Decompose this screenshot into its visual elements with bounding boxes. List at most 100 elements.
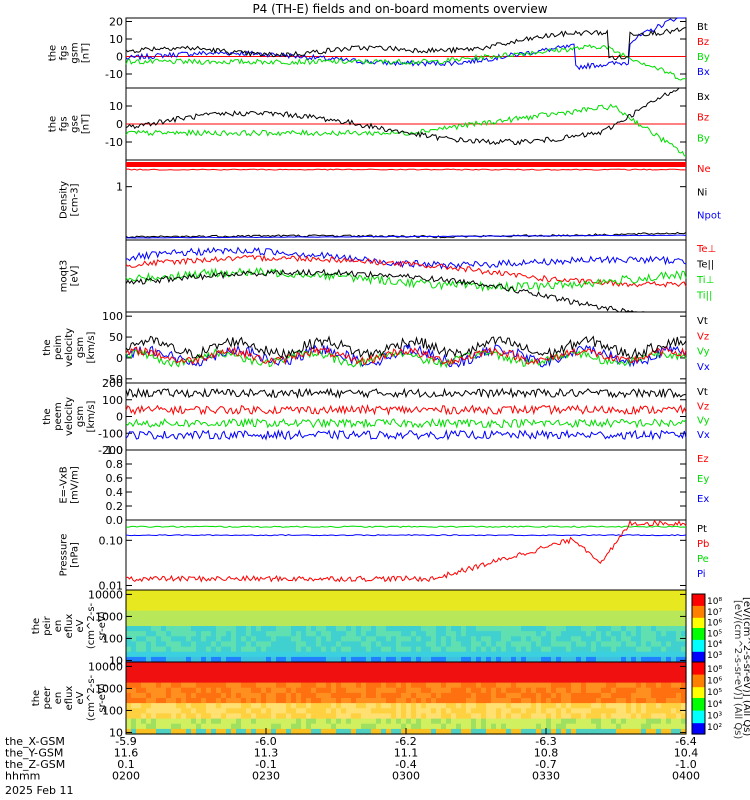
spectrogram-cell xyxy=(161,631,167,637)
spectrogram-cell xyxy=(396,718,402,725)
y-axis-label-line: eV xyxy=(75,619,86,632)
spectrogram-cell xyxy=(311,687,317,694)
spectrogram-cell xyxy=(666,692,672,699)
spectrogram-cell xyxy=(341,708,347,714)
colorbar-tick-label: 10⁸ xyxy=(707,665,722,675)
spectrogram-cell xyxy=(656,600,662,606)
spectrogram-cell xyxy=(286,605,292,612)
spectrogram-cell xyxy=(636,626,642,632)
spectrogram-cell xyxy=(156,605,162,612)
spectrogram-cell xyxy=(531,713,537,720)
spectrogram-cell xyxy=(271,615,277,622)
spectrogram-cell xyxy=(326,590,332,596)
spectrogram-cell xyxy=(146,626,152,632)
spectrogram-cell xyxy=(261,718,267,725)
spectrogram-cell xyxy=(621,646,627,653)
spectrogram-cell xyxy=(451,687,457,694)
spectrogram-cell xyxy=(436,698,442,704)
spectrogram-cell xyxy=(681,667,687,673)
spectrogram-cell xyxy=(601,656,607,663)
spectrogram-cell xyxy=(536,651,542,658)
spectrogram-cell xyxy=(446,677,452,684)
spectrogram-cell xyxy=(441,672,447,678)
spectrogram-cell xyxy=(491,595,497,601)
spectrogram-cell xyxy=(176,703,182,709)
spectrogram-cell xyxy=(321,636,327,642)
x-tick-label: 10.4 xyxy=(674,747,699,760)
spectrogram-cell xyxy=(181,610,187,617)
spectrogram-cell xyxy=(496,615,502,622)
spectrogram-cell xyxy=(486,595,492,601)
spectrogram-cell xyxy=(356,718,362,725)
spectrogram-cell xyxy=(221,656,227,663)
spectrogram-cell xyxy=(221,651,227,658)
spectrogram-cell xyxy=(231,600,237,606)
spectrogram-cell xyxy=(341,651,347,658)
spectrogram-cell xyxy=(561,692,567,699)
spectrogram-cell xyxy=(336,631,342,637)
spectrogram-cell xyxy=(311,590,317,596)
spectrogram-cell xyxy=(676,610,682,617)
spectrogram-cell xyxy=(381,728,387,735)
spectrogram-cell xyxy=(171,718,177,725)
spectrogram-cell xyxy=(286,692,292,699)
spectrogram-cell xyxy=(516,713,522,720)
spectrogram-cell xyxy=(571,651,577,658)
spectrogram-cell xyxy=(496,708,502,714)
spectrogram-cell xyxy=(676,677,682,684)
spectrogram-cell xyxy=(441,662,447,668)
spectrogram-cell xyxy=(136,723,142,730)
spectrogram-cell xyxy=(516,600,522,606)
spectrogram-cell xyxy=(326,636,332,642)
spectrogram-cell xyxy=(566,636,572,642)
spectrogram-cell xyxy=(216,641,222,648)
spectrogram-cell xyxy=(326,718,332,725)
spectrogram-cell xyxy=(211,677,217,684)
spectrogram-cell xyxy=(251,718,257,725)
spectrogram-cell xyxy=(671,636,677,642)
spectrogram-cell xyxy=(241,600,247,606)
spectrogram-cell xyxy=(311,728,317,735)
colorbar-segment xyxy=(692,719,705,722)
spectrogram-cell xyxy=(176,651,182,658)
spectrogram-cell xyxy=(526,600,532,606)
spectrogram-cell xyxy=(321,677,327,684)
spectrogram-cell xyxy=(206,698,212,704)
spectrogram-cell xyxy=(151,595,157,601)
spectrogram-cell xyxy=(416,718,422,725)
spectrogram-cell xyxy=(571,692,577,699)
spectrogram-cell xyxy=(601,631,607,637)
spectrogram-cell xyxy=(536,600,542,606)
spectrogram-cell xyxy=(641,605,647,612)
spectrogram-cell xyxy=(516,651,522,658)
colorbar-segment xyxy=(692,685,705,688)
spectrogram-cell xyxy=(271,667,277,673)
spectrogram-cell xyxy=(681,703,687,709)
spectrogram-cell xyxy=(346,600,352,606)
spectrogram-cell xyxy=(241,651,247,658)
spectrogram-cell xyxy=(136,610,142,617)
spectrogram-cell xyxy=(301,692,307,699)
spectrogram-cell xyxy=(161,610,167,617)
spectrogram-cell xyxy=(191,656,197,663)
spectrogram-cell xyxy=(201,718,207,725)
spectrogram-cell xyxy=(681,692,687,699)
spectrogram-cell xyxy=(646,667,652,673)
spectrogram-cell xyxy=(411,600,417,606)
spectrogram-cell xyxy=(126,667,132,673)
spectrogram-cell xyxy=(586,718,592,725)
spectrogram-cell xyxy=(551,687,557,694)
spectrogram-cell xyxy=(546,610,552,617)
spectrogram-cell xyxy=(236,600,242,606)
spectrogram-cell xyxy=(286,590,292,596)
spectrogram-cell xyxy=(151,615,157,622)
spectrogram-cell xyxy=(256,605,262,612)
spectrogram-cell xyxy=(331,590,337,596)
spectrogram-cell xyxy=(576,590,582,596)
spectrogram-cell xyxy=(521,682,527,689)
spectrogram-cell xyxy=(361,728,367,735)
spectrogram-cell xyxy=(246,600,252,606)
spectrogram-cell xyxy=(411,605,417,612)
spectrogram-cell xyxy=(206,728,212,735)
